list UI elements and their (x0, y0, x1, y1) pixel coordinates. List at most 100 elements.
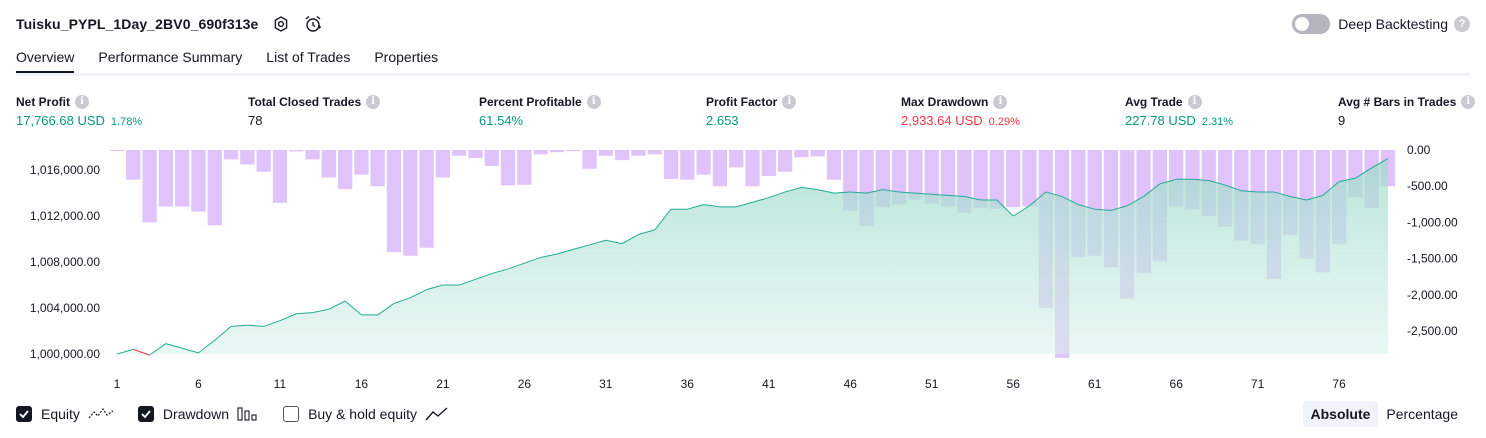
legend-buy-hold-label: Buy & hold equity (308, 406, 418, 422)
equity-line-segment (931, 193, 949, 196)
x-tick-label: 66 (1170, 377, 1184, 391)
stat-label: Avg Trade (1125, 94, 1183, 109)
equity-line-segment (1127, 196, 1144, 207)
drawdown-bar (826, 150, 842, 180)
equity-line-segment (556, 248, 574, 255)
equity-line-segment (866, 189, 883, 194)
equity-line-segment (784, 186, 802, 193)
drawdown-bar (175, 150, 190, 207)
info-icon[interactable]: i (75, 94, 89, 109)
buy-hold-checkbox[interactable] (283, 406, 300, 422)
drawdown-bar (435, 150, 451, 178)
drawdown-bar (289, 150, 304, 152)
help-icon[interactable]: ? (1454, 16, 1470, 32)
equity-line-segment (507, 262, 525, 270)
equity-drawdown-chart[interactable]: 1,000,000.00 1,004,000.00 1,008,000.00 1,01… (0, 140, 1486, 398)
stat-percent: 0.29% (988, 116, 1020, 128)
equity-line-segment (1029, 191, 1047, 207)
drawdown-bars-icon (237, 406, 259, 422)
equity-line-segment (116, 348, 134, 355)
info-icon[interactable]: i (586, 94, 601, 109)
equity-line-segment (948, 194, 965, 198)
drawdown-bar (1022, 150, 1037, 207)
drawdown-checkbox[interactable] (137, 406, 154, 422)
drawdown-bar (126, 150, 141, 180)
equity-line-segment (964, 196, 981, 201)
drawdown-bar (924, 150, 939, 204)
equity-line-segment (1045, 191, 1063, 198)
equity-line-segment (426, 284, 444, 291)
drawdown-bar (549, 150, 565, 153)
drawdown-bar (240, 150, 255, 165)
equity-line-segment (524, 256, 541, 264)
drawdown-bar (272, 150, 288, 203)
equity-line-segment (149, 343, 167, 356)
equity-line-segment (328, 300, 346, 310)
stat-label: Total Closed Trades (248, 94, 362, 109)
drawdown-bar (207, 150, 222, 226)
equity-line-segment (638, 229, 655, 235)
drawdown-tick-label: -1,500.00 (1407, 252, 1458, 266)
drawdown-bar (305, 150, 320, 160)
drawdown-bar (582, 150, 597, 169)
y-tick-label: 1,000,000.00 (30, 347, 100, 361)
info-icon[interactable]: i (993, 94, 1008, 109)
drawdown-bar (761, 150, 776, 177)
drawdown-bar (680, 150, 695, 180)
drawdown-bar (158, 150, 174, 207)
drawdown-bar (142, 150, 157, 223)
equity-line-segment (573, 244, 590, 250)
equity-line-segment (1061, 196, 1079, 206)
equity-line-segment (589, 239, 606, 246)
drawdown-bar (777, 150, 793, 172)
stat-avg-trade: Avg Trade i 227.78 USD 2.31% (1125, 94, 1233, 128)
y-tick-label: 1,012,000.00 (30, 209, 100, 223)
drawdown-bar (631, 150, 646, 156)
chart-legend: Equity Drawdown Buy & hold equity (16, 403, 473, 425)
settings-icon[interactable] (270, 13, 292, 35)
equity-line-segment (279, 313, 297, 322)
y-tick-label: 1,004,000.00 (30, 301, 100, 315)
legend-equity[interactable]: Equity (16, 406, 114, 422)
equity-line-segment (899, 191, 916, 194)
equity-line-segment (1290, 196, 1307, 201)
x-tick-label: 41 (762, 377, 776, 391)
info-icon[interactable]: i (1461, 94, 1476, 109)
equity-line-segment (475, 273, 492, 280)
stat-label: Max Drawdown (901, 94, 989, 109)
drawdown-bar (614, 150, 630, 161)
tab-overview[interactable]: Overview (16, 46, 75, 74)
stat-avg-bars: Avg # Bars in Trades i 9 (1338, 94, 1476, 128)
equity-line-segment (263, 320, 281, 327)
deep-backtesting-toggle[interactable] (1292, 14, 1331, 34)
equity-line-segment (1241, 190, 1258, 193)
equity-checkbox[interactable] (16, 406, 32, 422)
deep-backtesting-label: Deep Backtesting (1338, 16, 1448, 32)
equity-line-segment (182, 347, 199, 354)
equity-line-segment (768, 191, 786, 199)
x-tick-label: 31 (599, 377, 613, 391)
drawdown-bar (1006, 150, 1021, 208)
tab-properties[interactable]: Properties (374, 49, 439, 65)
alarm-clock-icon[interactable] (302, 13, 324, 35)
legend-drawdown[interactable]: Drawdown (137, 406, 259, 422)
equity-line-segment (996, 199, 1014, 217)
stat-profit-factor: Profit Factor i 2.653 (706, 94, 797, 128)
y-tick-label: 1,016,000.00 (30, 163, 100, 177)
absolute-button[interactable]: Absolute (1302, 401, 1379, 427)
toggle-knob (1295, 17, 1310, 31)
legend-buy-hold[interactable]: Buy & hold equity (283, 406, 449, 422)
x-tick-label: 26 (518, 377, 532, 391)
x-tick-label: 36 (681, 377, 695, 391)
equity-area (117, 158, 1388, 356)
info-icon[interactable]: i (1187, 94, 1202, 109)
tab-list-of-trades[interactable]: List of Trades (266, 49, 351, 65)
percentage-button[interactable]: Percentage (1386, 406, 1458, 422)
equity-line-segment (344, 300, 362, 316)
tab-performance-summary[interactable]: Performance Summary (98, 49, 243, 65)
x-tick-label: 46 (844, 377, 858, 391)
info-icon[interactable]: i (366, 94, 381, 109)
info-icon[interactable]: i (782, 94, 797, 109)
stat-value: 9 (1338, 113, 1346, 128)
drawdown-bar (484, 150, 499, 166)
